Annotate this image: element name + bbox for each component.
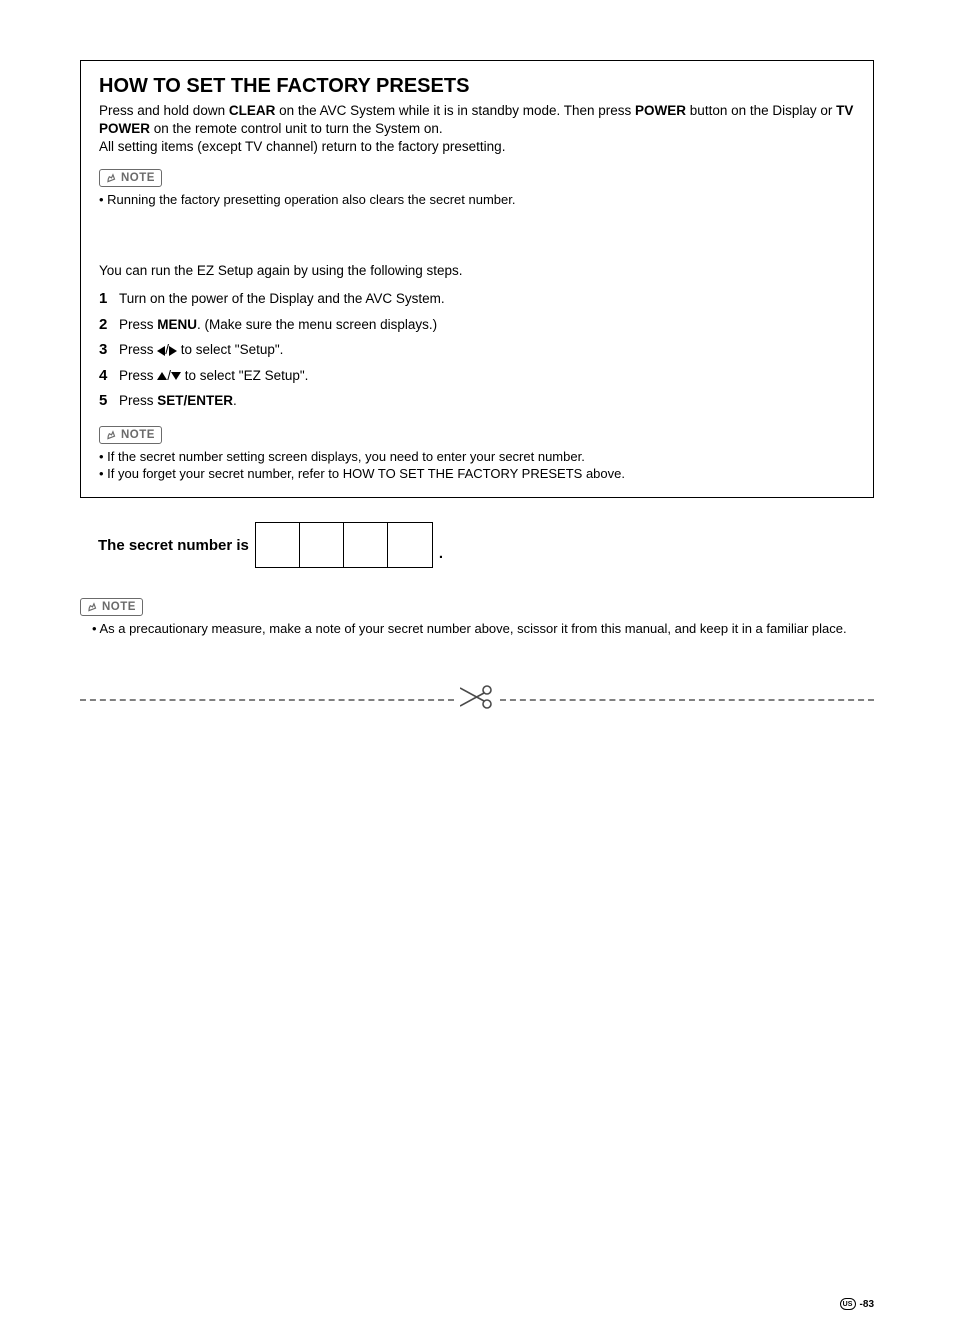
text-bold: SET/ENTER <box>157 393 233 408</box>
step-number: 3 <box>99 337 119 363</box>
secret-number-boxes <box>255 522 433 568</box>
text: Press <box>119 368 157 383</box>
hand-icon <box>104 428 118 442</box>
note-badge: NOTE <box>99 426 162 444</box>
hand-icon <box>104 171 118 185</box>
text-bold: MENU <box>157 317 197 332</box>
text-bold: POWER <box>635 103 686 118</box>
note-label: NOTE <box>121 429 155 441</box>
step-number: 1 <box>99 286 119 312</box>
text: Press and hold down <box>99 103 229 118</box>
note-1-list: Running the factory presetting operation… <box>99 191 855 209</box>
secret-number-row: The secret number is . <box>98 522 874 568</box>
note-label: NOTE <box>102 601 136 613</box>
secret-cell <box>300 523 344 567</box>
list-item: As a precautionary measure, make a note … <box>80 620 874 638</box>
text: on the AVC System while it is in standby… <box>275 103 635 118</box>
left-arrow-icon <box>157 346 165 356</box>
down-arrow-icon <box>171 372 181 380</box>
box-heading: HOW TO SET THE FACTORY PRESETS <box>99 75 855 98</box>
factory-presets-box: HOW TO SET THE FACTORY PRESETS Press and… <box>80 60 874 498</box>
note-label: NOTE <box>121 172 155 184</box>
note-2-list: If the secret number setting screen disp… <box>99 448 855 483</box>
secret-label: The secret number is <box>98 537 249 554</box>
list-item: Running the factory presetting operation… <box>99 191 855 209</box>
secret-period: . <box>439 545 443 568</box>
secret-cell <box>344 523 388 567</box>
text: Press <box>119 393 157 408</box>
dash-right <box>500 699 874 701</box>
step-4: 4 Press / to select "EZ Setup". <box>99 363 855 389</box>
step-number: 4 <box>99 363 119 389</box>
hand-icon <box>85 600 99 614</box>
step-text: Press SET/ENTER. <box>119 390 237 413</box>
ez-intro: You can run the EZ Setup again by using … <box>99 262 855 280</box>
dash-left <box>80 699 454 701</box>
list-item: If the secret number setting screen disp… <box>99 448 855 466</box>
text: Press <box>119 342 157 357</box>
step-text: Press / to select "Setup". <box>119 339 283 362</box>
text: button on the Display or <box>686 103 836 118</box>
step-number: 5 <box>99 388 119 414</box>
secret-cell <box>388 523 432 567</box>
note-badge: NOTE <box>80 598 143 616</box>
region-badge: US <box>840 1298 856 1310</box>
scissors-icon <box>460 684 494 715</box>
box-paragraph-1: Press and hold down CLEAR on the AVC Sys… <box>99 102 855 138</box>
page-number: -83 <box>860 1299 874 1310</box>
text: to select "Setup". <box>177 342 283 357</box>
text: on the remote control unit to turn the S… <box>150 121 443 136</box>
cut-line <box>80 686 874 714</box>
text: . (Make sure the menu screen displays.) <box>197 317 437 332</box>
text: to select "EZ Setup". <box>181 368 308 383</box>
list-item: If you forget your secret number, refer … <box>99 465 855 483</box>
note-badge: NOTE <box>99 169 162 187</box>
up-arrow-icon <box>157 372 167 380</box>
step-text: Press / to select "EZ Setup". <box>119 365 308 388</box>
step-2: 2 Press MENU. (Make sure the menu screen… <box>99 312 855 338</box>
outer-note-list: As a precautionary measure, make a note … <box>80 620 874 638</box>
step-5: 5 Press SET/ENTER. <box>99 388 855 414</box>
steps-list: 1 Turn on the power of the Display and t… <box>99 286 855 414</box>
step-1: 1 Turn on the power of the Display and t… <box>99 286 855 312</box>
text: Press <box>119 317 157 332</box>
step-text: Press MENU. (Make sure the menu screen d… <box>119 314 437 337</box>
page-footer: US -83 <box>840 1298 874 1310</box>
outer-note: NOTE As a precautionary measure, make a … <box>80 586 874 638</box>
step-number: 2 <box>99 312 119 338</box>
secret-cell <box>256 523 300 567</box>
right-arrow-icon <box>169 346 177 356</box>
step-3: 3 Press / to select "Setup". <box>99 337 855 363</box>
box-paragraph-2: All setting items (except TV channel) re… <box>99 138 855 156</box>
text: . <box>233 393 237 408</box>
step-text: Turn on the power of the Display and the… <box>119 288 445 311</box>
text-bold: CLEAR <box>229 103 276 118</box>
